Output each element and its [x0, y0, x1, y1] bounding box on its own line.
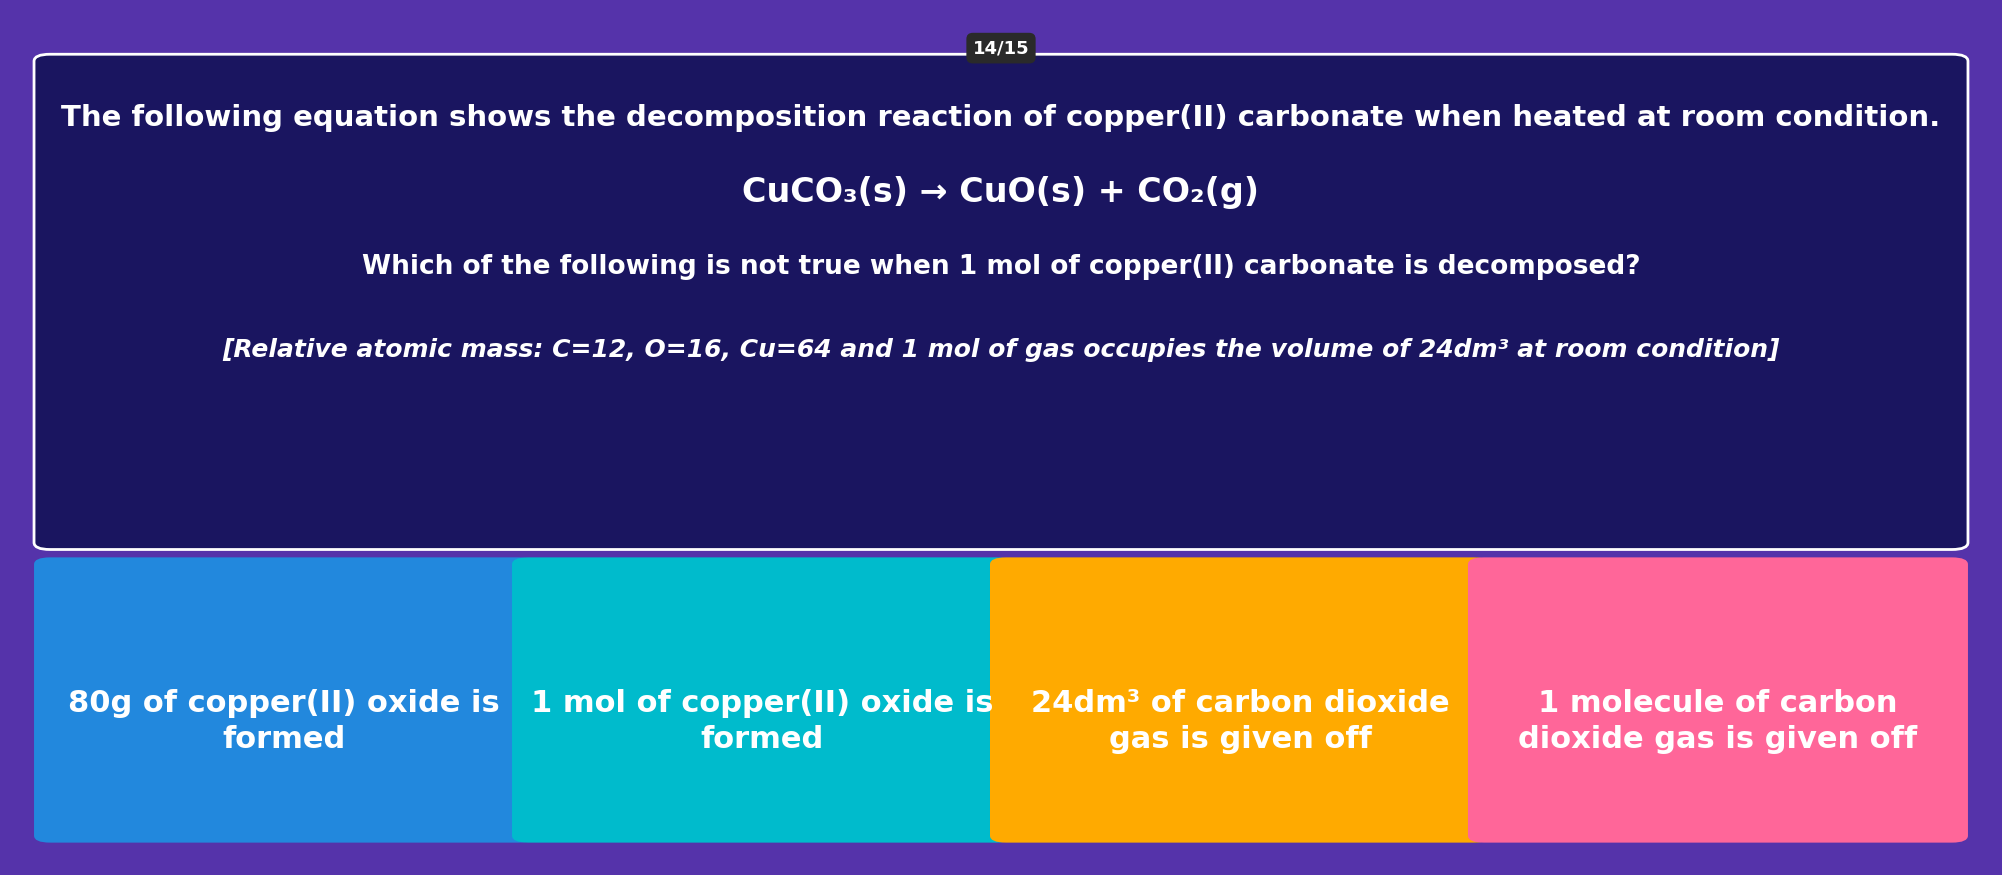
Text: 1 mol of copper(II) oxide is
formed: 1 mol of copper(II) oxide is formed [531, 690, 993, 754]
Text: 80g of copper(II) oxide is
formed: 80g of copper(II) oxide is formed [68, 690, 500, 754]
FancyBboxPatch shape [1467, 557, 1968, 843]
FancyBboxPatch shape [34, 557, 535, 843]
Text: 1 molecule of carbon
dioxide gas is given off: 1 molecule of carbon dioxide gas is give… [1518, 690, 1918, 754]
Text: CuCO₃(s) → CuO(s) + CO₂(g): CuCO₃(s) → CuO(s) + CO₂(g) [743, 176, 1259, 209]
Text: The following equation shows the decomposition reaction of copper(II) carbonate : The following equation shows the decompo… [62, 104, 1940, 132]
Text: 24dm³ of carbon dioxide
gas is given off: 24dm³ of carbon dioxide gas is given off [1031, 690, 1449, 754]
FancyBboxPatch shape [513, 557, 1011, 843]
Text: Which of the following is not true when 1 mol of copper(II) carbonate is decompo: Which of the following is not true when … [362, 254, 1640, 280]
FancyBboxPatch shape [989, 557, 1489, 843]
Text: 14/15: 14/15 [973, 39, 1029, 57]
Text: [Relative atomic mass: C=12, O=16, Cu=64 and 1 mol of gas occupies the volume of: [Relative atomic mass: C=12, O=16, Cu=64… [222, 338, 1780, 362]
FancyBboxPatch shape [34, 54, 1968, 550]
